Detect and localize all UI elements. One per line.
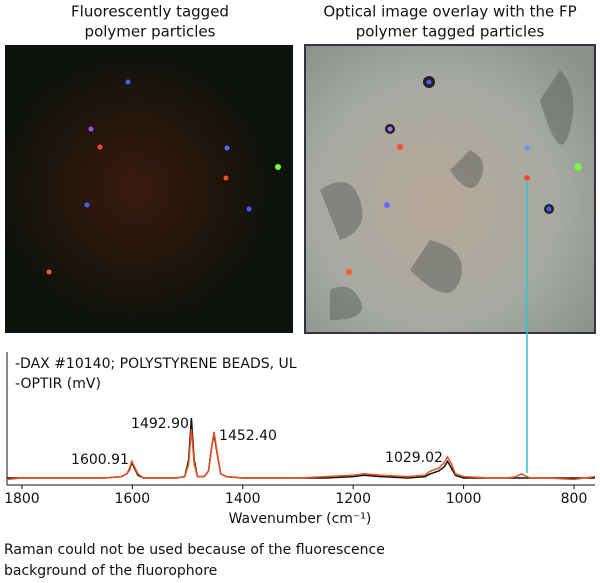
caption: background of the fluorophore	[4, 563, 217, 579]
spectrum-line	[7, 417, 595, 479]
x-tick-label: 800	[561, 491, 588, 507]
x-tick-label: 1200	[335, 491, 371, 507]
legend-entry: -DAX #10140; POLYSTYRENE BEADS, UL	[15, 356, 297, 372]
spectrum-line	[6, 428, 596, 481]
x-tick-label: 1400	[225, 491, 261, 507]
x-axis-label: Wavenumber (cm⁻¹)	[229, 511, 372, 527]
x-tick-label: 1000	[446, 491, 482, 507]
caption: Raman could not be used because of the f…	[4, 542, 385, 558]
fluorescence-image	[5, 45, 293, 333]
panel-title: polymer particles	[85, 23, 216, 41]
peak-label: 1029.02	[385, 450, 443, 466]
x-tick-label: 1600	[115, 491, 151, 507]
peak-label: 1600.91	[71, 452, 129, 468]
peak-label: 1452.40	[219, 428, 277, 444]
overlay-image	[304, 44, 596, 334]
panel-title: polymer tagged particles	[356, 23, 545, 41]
panel-title: Fluorescently tagged	[71, 3, 229, 21]
x-tick-label: 1800	[4, 491, 40, 507]
peak-label: 1492.90	[131, 416, 189, 432]
panel-title: Optical image overlay with the FP	[323, 3, 576, 21]
legend-entry: -OPTIR (mV)	[15, 376, 101, 392]
